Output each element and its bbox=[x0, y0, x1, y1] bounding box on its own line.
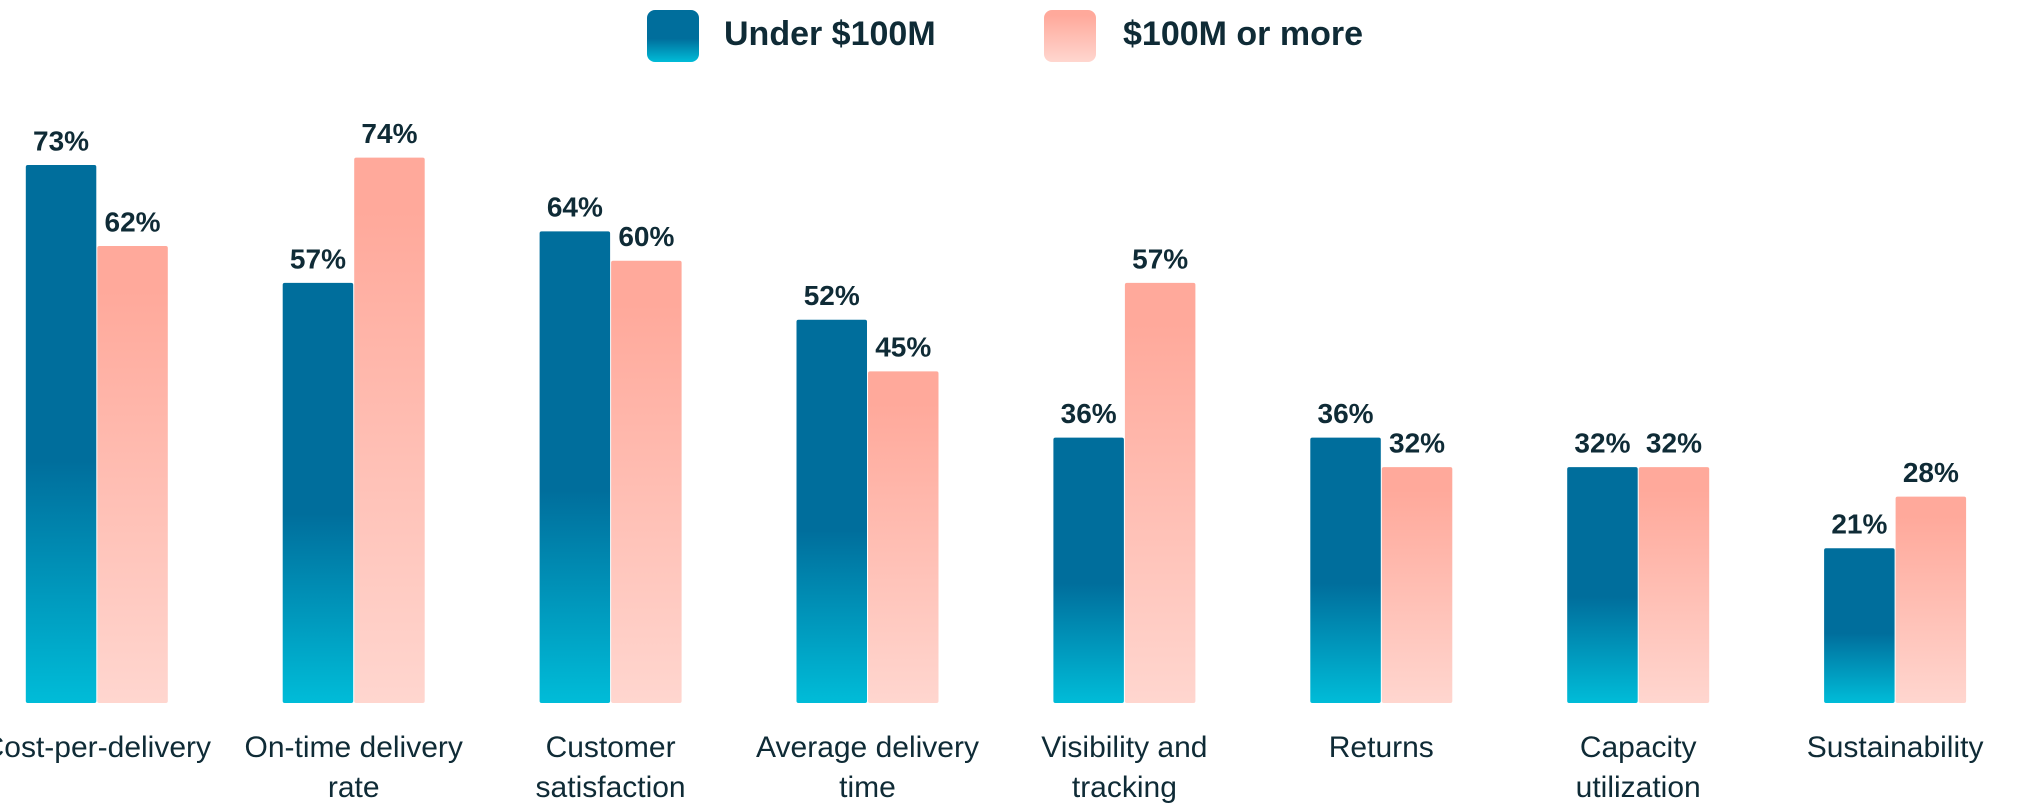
data-label: 52% bbox=[804, 280, 860, 311]
bar bbox=[1567, 467, 1638, 703]
data-label: 32% bbox=[1646, 428, 1702, 459]
legend-swatch bbox=[1044, 10, 1096, 62]
bar bbox=[539, 231, 611, 703]
bar bbox=[1381, 467, 1453, 703]
bar bbox=[1053, 437, 1124, 703]
x-tick-label: Customer satisfaction bbox=[535, 731, 686, 804]
bar bbox=[1310, 437, 1381, 703]
x-tick-label: Returns bbox=[1328, 731, 1434, 764]
data-label: 62% bbox=[105, 206, 161, 237]
bar bbox=[868, 371, 939, 703]
bar bbox=[25, 164, 97, 704]
bar bbox=[796, 319, 867, 703]
bar bbox=[1824, 548, 1895, 703]
legend-label: Under $100M bbox=[724, 15, 936, 53]
data-label: 45% bbox=[875, 332, 931, 363]
data-label: 60% bbox=[618, 221, 674, 252]
legend-swatch bbox=[647, 10, 699, 62]
data-label: 74% bbox=[361, 118, 417, 149]
bar bbox=[1895, 496, 1967, 703]
x-tick-label: On-time delivery rate bbox=[244, 731, 463, 804]
data-label: 64% bbox=[547, 192, 603, 223]
legend-label: $100M or more bbox=[1123, 15, 1363, 53]
x-tick-label: Cost-per-delivery bbox=[0, 731, 212, 764]
data-label: 36% bbox=[1318, 398, 1374, 429]
x-tick-label: Sustainability bbox=[1806, 731, 1984, 764]
x-tick-label: Visibility and tracking bbox=[1041, 731, 1208, 804]
bar bbox=[97, 246, 168, 703]
x-tick-label: Capacity utilization bbox=[1575, 731, 1701, 804]
x-tick-label: Average delivery time bbox=[756, 731, 979, 804]
data-label: 32% bbox=[1574, 428, 1630, 459]
data-label: 57% bbox=[290, 243, 346, 274]
bar bbox=[282, 282, 354, 703]
bar bbox=[1638, 467, 1710, 703]
data-label: 36% bbox=[1061, 398, 1117, 429]
data-label: 73% bbox=[33, 125, 89, 156]
data-label: 28% bbox=[1903, 457, 1959, 488]
data-label: 57% bbox=[1132, 243, 1188, 274]
bar bbox=[611, 260, 682, 703]
bar bbox=[354, 157, 425, 703]
bar bbox=[1124, 282, 1196, 703]
data-label: 21% bbox=[1831, 509, 1887, 540]
data-label: 32% bbox=[1389, 428, 1445, 459]
